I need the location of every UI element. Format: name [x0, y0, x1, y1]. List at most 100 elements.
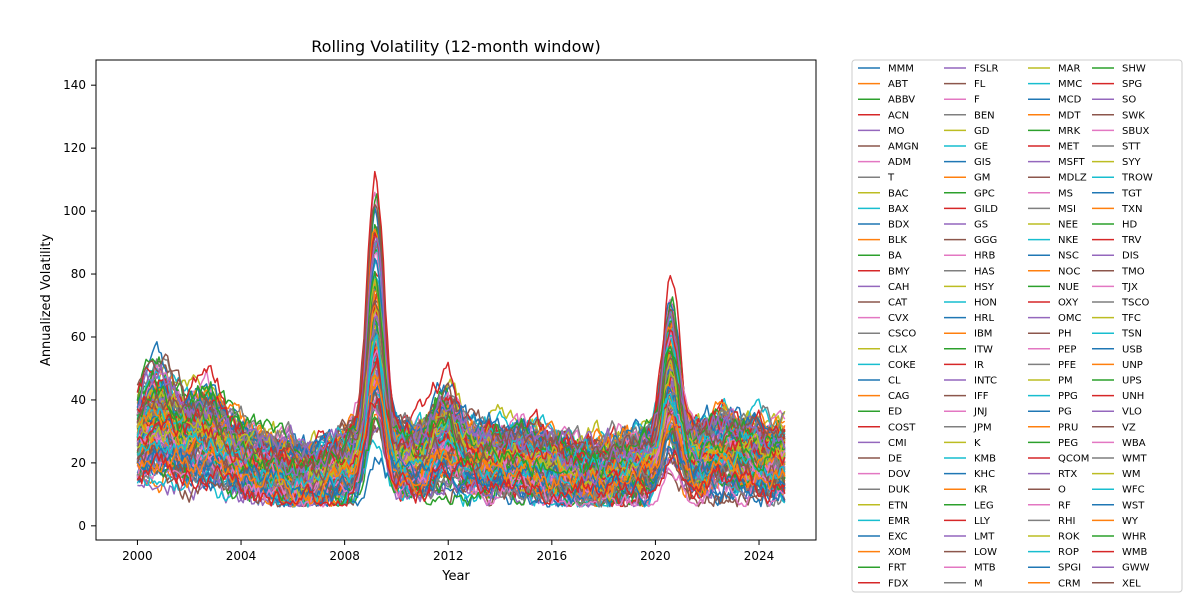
legend-entry: RF	[1058, 500, 1071, 511]
legend-entry: MS	[1058, 188, 1073, 199]
legend-entry: K	[974, 438, 981, 449]
legend-entry: PPG	[1058, 391, 1078, 402]
legend-entry: GM	[974, 173, 990, 184]
y-axis: 0 20 40 60 80 100 120 140	[63, 78, 96, 533]
legend-entry: CRM	[1058, 578, 1081, 589]
legend-entry: SPGI	[1058, 563, 1081, 574]
series-layer	[136, 170, 786, 508]
legend-entry: WMT	[1122, 454, 1148, 465]
legend-entry: INTC	[974, 376, 997, 387]
legend-entry: CAG	[888, 391, 909, 402]
legend-entry: ABBV	[888, 95, 915, 106]
legend-entry: NOC	[1058, 266, 1080, 277]
legend-entry: GGG	[974, 235, 997, 246]
legend-entry: LOW	[974, 547, 997, 558]
legend-entry: EXC	[888, 532, 907, 543]
legend-entry: STT	[1122, 142, 1141, 153]
legend-entry: SHW	[1122, 64, 1146, 75]
legend-entry: GPC	[974, 188, 995, 199]
legend-entry: ROP	[1058, 547, 1079, 558]
legend-entry: LMT	[974, 532, 995, 543]
legend-entry: SBUX	[1122, 126, 1150, 137]
legend-entry: GWW	[1122, 563, 1150, 574]
legend-entry: TFC	[1121, 313, 1141, 324]
legend-entry: EMR	[888, 516, 910, 527]
legend-entry: WM	[1122, 469, 1141, 480]
legend-entry: NKE	[1058, 235, 1078, 246]
legend-entry: COKE	[888, 360, 916, 371]
x-axis: 2000 2004 2008 2012 2016 2020 2024	[122, 540, 774, 563]
plot-frame	[95, 59, 817, 541]
series-line-wmb	[136, 397, 786, 507]
legend-entry: ETN	[888, 500, 908, 511]
legend-entry: SWK	[1122, 110, 1145, 121]
legend-entry: GIS	[974, 157, 991, 168]
legend-entry: MSFT	[1058, 157, 1086, 168]
legend-entry: CAH	[888, 282, 909, 293]
legend-entry: TROW	[1121, 173, 1153, 184]
legend-entry: MMM	[888, 64, 914, 75]
x-axis-label: Year	[441, 569, 470, 584]
legend-entry: LEG	[974, 500, 994, 511]
legend-entry: KMB	[974, 454, 996, 465]
legend-entry: RHI	[1058, 516, 1075, 527]
legend-entry: ADM	[888, 157, 911, 168]
legend-entry: WFC	[1122, 485, 1145, 496]
legend-entry: O	[1058, 485, 1066, 496]
y-tick-label: 120	[63, 141, 86, 155]
series-line-ups	[136, 285, 785, 466]
legend-entry: WY	[1122, 516, 1139, 527]
legend-entry: BAX	[888, 204, 909, 215]
legend-entry: SYY	[1122, 157, 1141, 168]
legend-entry: ACN	[888, 110, 909, 121]
legend-entry: BMY	[888, 266, 910, 277]
legend-entry: BLK	[888, 235, 907, 246]
legend-entry: PFE	[1058, 360, 1076, 371]
legend-entry: ROK	[1058, 532, 1080, 543]
x-tick-label: 2004	[226, 549, 257, 563]
x-tick-label: 2024	[744, 549, 775, 563]
legend-entry: BAC	[888, 188, 909, 199]
legend-entry: MDLZ	[1058, 173, 1087, 184]
legend-entry: BDX	[888, 220, 910, 231]
legend-entry: TSN	[1121, 329, 1142, 340]
legend-entry: MO	[888, 126, 905, 137]
legend-entry: ITW	[974, 344, 993, 355]
legend: MMMABTABBVACNMOAMGNADMTBACBAXBDXBLKBABMY…	[851, 59, 1183, 593]
legend-entry: JPM	[973, 422, 992, 433]
y-axis-label: Annualized Volatility	[39, 234, 54, 366]
y-tick-label: 0	[78, 519, 86, 533]
x-tick-label: 2020	[640, 549, 671, 563]
legend-entry: DUK	[888, 485, 910, 496]
chart-title: Rolling Volatility (12-month window)	[311, 37, 600, 56]
legend-entry: MDT	[1058, 110, 1081, 121]
legend-entry: OXY	[1058, 298, 1079, 309]
legend-entry: QCOM	[1058, 454, 1089, 465]
legend-entry: HRL	[974, 313, 994, 324]
legend-entry: CSCO	[888, 329, 916, 340]
legend-entry: IR	[974, 360, 984, 371]
legend-entry: UPS	[1122, 376, 1142, 387]
series-line-wmt	[137, 402, 786, 508]
legend-entry: HAS	[974, 266, 995, 277]
legend-entry: GILD	[974, 204, 998, 215]
legend-entry: PH	[1058, 329, 1072, 340]
legend-entry: GS	[974, 220, 988, 231]
legend-entry: MAR	[1058, 64, 1080, 75]
legend-entry: WMB	[1122, 547, 1148, 558]
legend-entry: UNH	[1122, 391, 1144, 402]
legend-entry: AMGN	[888, 142, 919, 153]
legend-entry: GE	[974, 142, 988, 153]
legend-entry: F	[974, 95, 980, 106]
legend-entry: DOV	[888, 469, 910, 480]
legend-entry: XEL	[1122, 578, 1141, 589]
legend-entry: ED	[888, 407, 902, 418]
legend-entry: MTB	[974, 563, 996, 574]
y-tick-label: 80	[71, 267, 86, 281]
legend-entry: COST	[888, 422, 916, 433]
legend-entry: LLY	[974, 516, 991, 527]
legend-entry: TSCO	[1121, 298, 1149, 309]
legend-entry: GD	[974, 126, 990, 137]
y-tick-label: 60	[71, 330, 86, 344]
legend-entry: KHC	[974, 469, 995, 480]
